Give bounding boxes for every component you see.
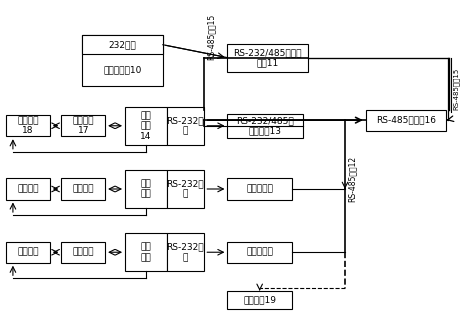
Bar [61,115,105,136]
Bar [166,170,204,208]
Text: RS-485集线器16: RS-485集线器16 [375,116,435,125]
Bar [166,233,204,271]
Text: 分站
网关
14: 分站 网关 14 [140,111,151,141]
Text: 移动节点: 移动节点 [17,185,38,194]
Text: 监控计算机10: 监控计算机10 [103,66,141,75]
Text: RS-232/485串口转
换器11: RS-232/485串口转 换器11 [233,48,301,67]
Text: RS-485总线15: RS-485总线15 [206,13,215,60]
Bar [6,178,50,200]
Text: RS-232串
口: RS-232串 口 [166,116,204,136]
Bar [227,178,291,200]
Bar [227,44,307,72]
Text: RS-232/485串
口转换器13: RS-232/485串 口转换器13 [236,116,294,136]
Bar [125,170,166,208]
Text: 参考节点
17: 参考节点 17 [72,116,94,136]
Bar [125,233,166,271]
Text: 串口转换器: 串口转换器 [246,248,273,257]
Text: RS-485总线15: RS-485总线15 [451,68,458,110]
Bar [82,35,163,54]
Bar [61,242,105,263]
Text: 移动节点
18: 移动节点 18 [17,116,38,136]
Bar [365,110,445,131]
Text: 平衡电阻19: 平衡电阻19 [243,295,275,304]
Bar [125,107,166,145]
Bar [61,178,105,200]
Text: RS-485总线12: RS-485总线12 [347,156,356,201]
Text: RS-232串
口: RS-232串 口 [166,243,204,262]
Text: 参考节点: 参考节点 [72,185,94,194]
Bar [227,114,303,138]
Text: RS-232串
口: RS-232串 口 [166,179,204,199]
Text: 参考节点: 参考节点 [72,248,94,257]
Bar [227,242,291,263]
Text: 232串口: 232串口 [108,40,136,49]
Text: 分站
网关: 分站 网关 [140,243,151,262]
Bar [6,115,50,136]
Bar [166,107,204,145]
Bar [82,35,163,86]
Text: 串口转换器: 串口转换器 [246,185,273,194]
Text: 移动节点: 移动节点 [17,248,38,257]
Bar [227,291,291,309]
Bar [6,242,50,263]
Text: 分站
网关: 分站 网关 [140,179,151,199]
